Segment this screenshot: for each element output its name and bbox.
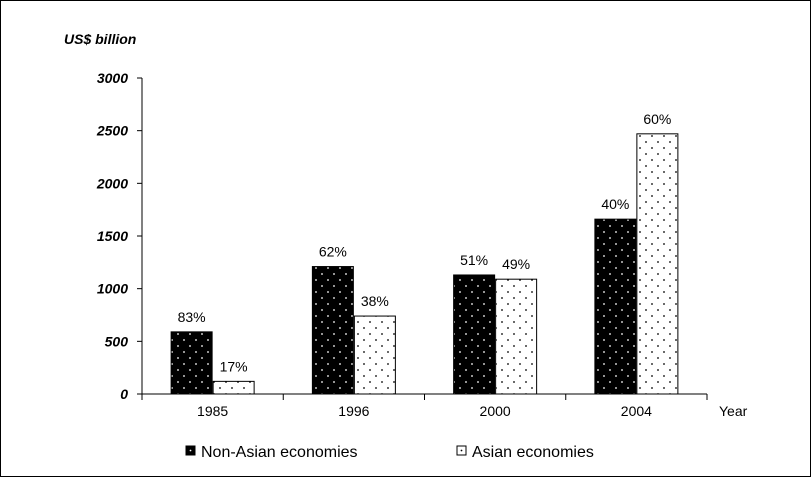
x-axis-title: Year (719, 403, 748, 419)
bar-non-asian (311, 266, 354, 395)
y-tick-label: 2500 (96, 123, 128, 139)
bar-non-asian (453, 274, 496, 395)
bar-non-asian (170, 331, 213, 395)
axes: 0 500 1000 1500 2000 2500 3000 1985 1996 2000 2004 (96, 70, 708, 419)
data-label: 38% (361, 293, 389, 309)
x-tick-label: 2000 (480, 403, 511, 419)
bar-asian (636, 133, 679, 395)
data-label: 83% (178, 309, 206, 325)
legend-label-asian: Asian economies (472, 444, 594, 461)
data-label: 60% (643, 111, 671, 127)
y-axis-title: US$ billion (64, 31, 136, 47)
y-tick-label: 500 (105, 333, 129, 349)
legend-swatch-dot (189, 449, 192, 452)
bar-asian (212, 380, 255, 395)
data-label: 49% (502, 256, 530, 272)
legend-label-non-asian: Non-Asian economies (201, 444, 358, 461)
y-tick-label: 0 (120, 386, 128, 402)
data-labels: 83% 62% 51% 40% 17% 38% 49% 60% (178, 111, 672, 375)
legend: Non-Asian economies Asian economies (185, 444, 594, 461)
bar-asian (495, 278, 538, 395)
y-tick-label: 1000 (97, 281, 128, 297)
x-tick-label: 1996 (338, 403, 369, 419)
data-label: 40% (601, 196, 629, 212)
x-tick-label: 2004 (621, 403, 652, 419)
data-label: 17% (220, 358, 248, 374)
y-tick-label: 2000 (96, 175, 128, 191)
bar-non-asian (594, 218, 637, 395)
y-tick-label: 1500 (97, 228, 128, 244)
data-label: 51% (460, 252, 488, 268)
data-label: 62% (319, 244, 347, 260)
bars (170, 133, 679, 395)
legend-swatch-dot (460, 449, 463, 452)
y-tick-label: 3000 (97, 70, 128, 86)
bar-asian (353, 315, 396, 395)
x-tick-label: 1985 (197, 403, 228, 419)
